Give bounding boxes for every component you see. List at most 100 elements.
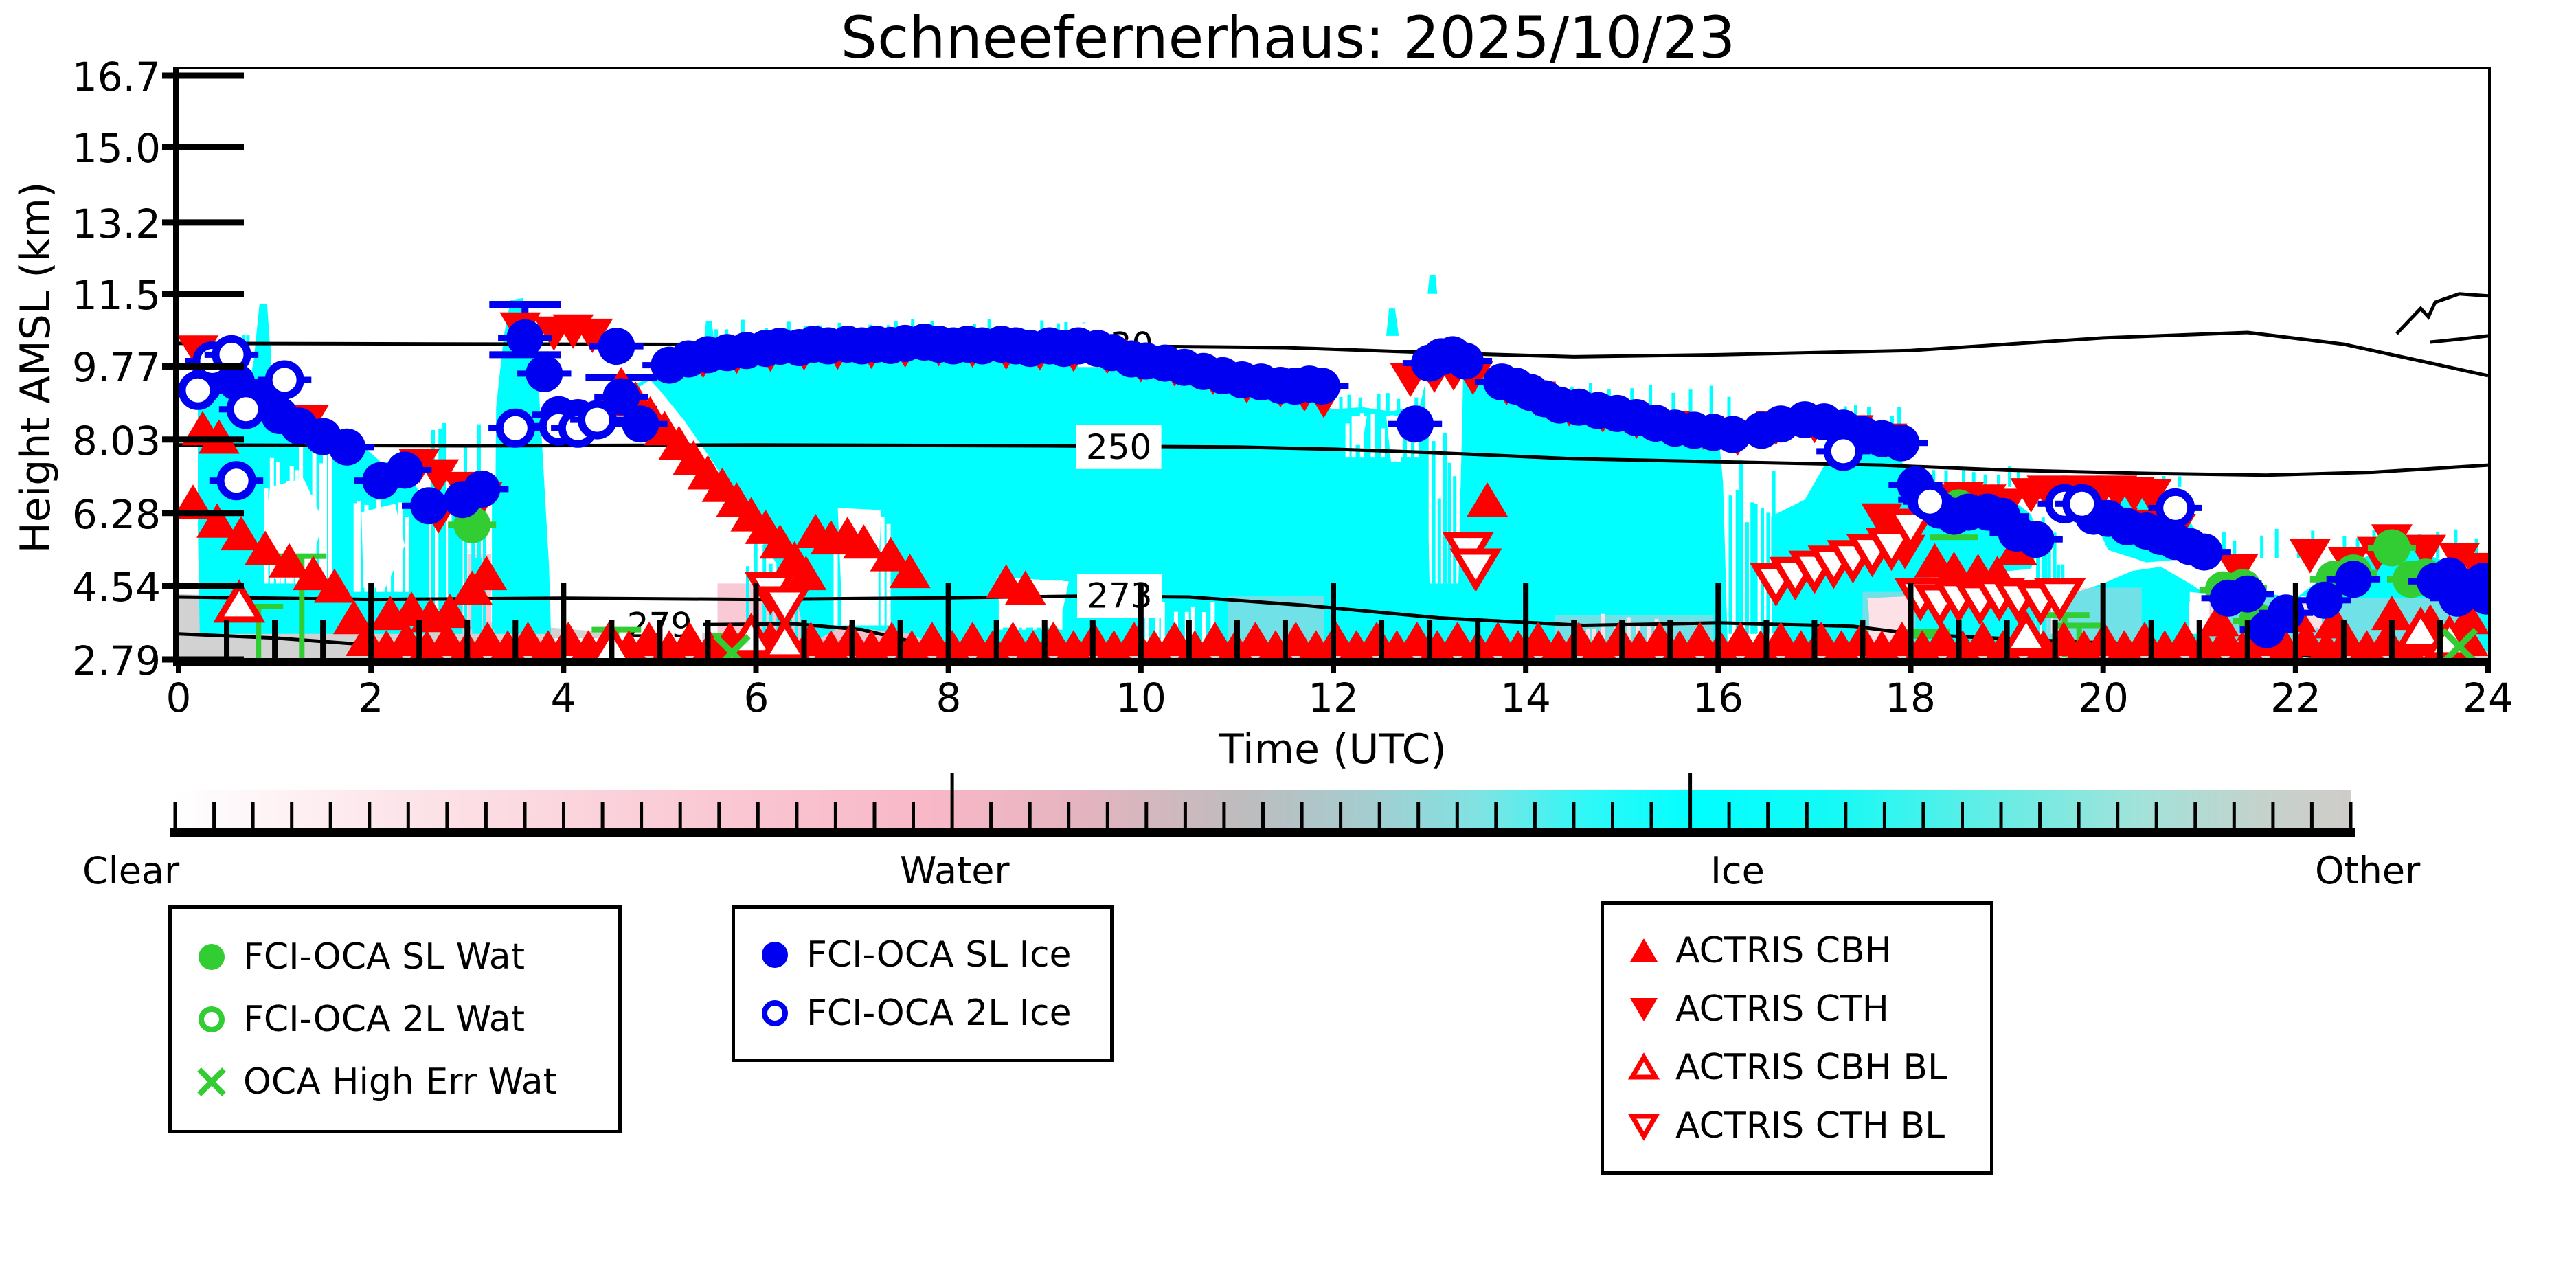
fci-oca-sl-ice-marker [2017,521,2055,558]
y-tick-label: 6.28 [71,491,161,538]
x-tick-label: 22 [2270,675,2321,721]
temperature-contour [2430,334,2489,344]
x-tick [609,620,615,659]
colorbar-label-clear: Clear [82,849,180,892]
x-tick-label: 2 [358,675,384,721]
left-spine [173,69,179,663]
x-tick-label: 10 [1116,675,1166,721]
fci-oca-sl-ice-marker [602,378,640,416]
fci-oca-sl-wat-marker [2373,529,2410,567]
legend-label: FCI-OCA SL Ice [806,934,1072,975]
x-tick [416,620,422,659]
x-tick [945,583,951,659]
y-tick-label: 4.54 [71,564,161,611]
y-tick [179,219,244,226]
x-tick [1282,620,1288,659]
x-tick [2292,583,2298,659]
legend-label: ACTRIS CBH BL [1675,1046,1947,1088]
x-tick [1908,583,1914,659]
green-error-bar [256,607,262,659]
legend-item-2l-wat: FCI-OCA 2L Wat [192,999,598,1040]
x-tick [512,620,519,659]
green-filled-circle-icon [199,943,225,970]
green-error-cap [1930,534,1978,541]
x-tick [2148,620,2154,659]
y-tick-label: 13.2 [71,201,161,247]
actris-cth-marker [2404,534,2446,569]
actris-cbh-marker [313,568,355,603]
x-tick [1234,620,1240,659]
actris-cth-bl-marker [2033,578,2086,622]
x-tick-label: 14 [1500,675,1551,721]
actris-cbh-marker [429,594,471,629]
x-tick [2004,620,2010,659]
actris-cth-bl-marker [758,586,811,630]
fci-oca-sl-ice-marker [1397,405,1434,443]
legend-item-cth: ACTRIS CTH [1625,988,1969,1030]
fci-oca-2l-ice-marker [2062,484,2102,523]
actris-cbh-bl-marker [213,579,266,623]
y-tick [179,72,244,79]
x-tick [753,583,759,659]
fci-oca-2l-ice-marker [2156,488,2195,528]
actris-cth-bl-marker [1865,527,1918,572]
x-tick [1089,620,1096,659]
legend-item-2l-ice: FCI-OCA 2L Ice [756,993,1089,1034]
x-tick [801,620,807,659]
x-tick [897,620,903,659]
actris-cbh-marker [843,524,885,559]
y-tick [179,436,244,443]
temperature-contour [178,443,2489,477]
legend-label: ACTRIS CBH [1675,929,1892,971]
red-open-triangle-up-icon [1627,1052,1660,1079]
green-open-circle-icon [199,1006,225,1032]
fci-oca-2l-ice-marker [1910,482,1950,521]
x-tick [272,620,278,659]
fci-oca-sl-ice-marker [2334,561,2372,598]
x-tick [1186,620,1192,659]
legend-item-high-err-wat: OCA High Err Wat [192,1061,598,1103]
y-tick-label: 2.79 [71,637,161,684]
fci-oca-sl-ice-marker [2185,533,2223,571]
x-tick [849,620,855,659]
colorbar-label-ice: Ice [1710,849,1765,892]
x-tick-label: 6 [743,675,769,721]
ice-field-region [1386,308,1399,336]
fci-oca-sl-ice-marker [463,470,501,508]
x-tick [561,583,567,659]
colorbar-label-water: Water [900,849,1010,892]
actris-cbh-marker [2448,600,2489,635]
temperature-contour [2395,292,2489,335]
x-tick [1475,620,1481,659]
x-tick [1331,583,1336,659]
fci-oca-sl-ice-marker [622,405,659,443]
x-tick [1427,620,1433,659]
fci-oca-2l-ice-marker [495,408,535,448]
y-tick-label: 9.77 [71,344,161,391]
actris-cth-marker [2130,479,2172,514]
x-tick [2052,620,2058,659]
red-triangle-down-icon [1630,997,1658,1021]
colorbar-axis [170,828,2355,837]
x-tick-label: 8 [936,675,962,721]
x-tick [2196,620,2202,659]
x-tick [2100,583,2106,659]
top-spine [173,67,2491,69]
x-tick [1860,620,1866,659]
x-tick-label: 20 [2078,675,2129,721]
x-tick [2437,620,2443,659]
ice-field-region [1427,275,1438,294]
phase-colorbar [170,773,2355,837]
x-tick [368,583,374,659]
fci-oca-sl-ice-marker [1446,342,1484,380]
colorbar-label-other: Other [2315,849,2421,892]
x-tick [1956,620,1962,659]
legend-label: FCI-OCA 2L Ice [806,992,1072,1034]
x-tick [705,620,711,659]
y-tick-label: 15.0 [71,125,161,172]
legend-label: ACTRIS CTH BL [1675,1105,1945,1146]
x-tick [1667,620,1673,659]
actris-cbh-marker [1467,482,1509,517]
actris-cbh-marker [221,516,262,551]
